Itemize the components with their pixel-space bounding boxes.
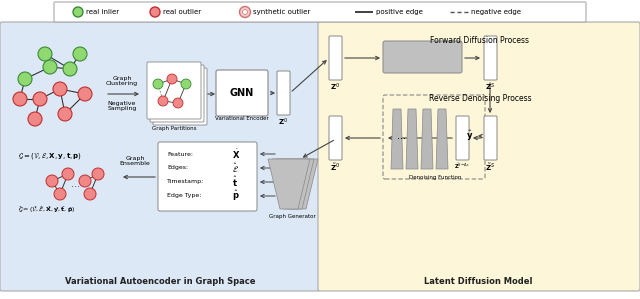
Circle shape bbox=[92, 168, 104, 180]
Circle shape bbox=[13, 92, 27, 106]
Text: $\mathbf{Z}^0$: $\mathbf{Z}^0$ bbox=[278, 117, 288, 128]
FancyBboxPatch shape bbox=[484, 36, 497, 80]
Polygon shape bbox=[436, 109, 448, 169]
FancyBboxPatch shape bbox=[456, 116, 469, 160]
Polygon shape bbox=[276, 159, 318, 209]
Text: Negative
Sampling: Negative Sampling bbox=[108, 100, 137, 112]
Circle shape bbox=[150, 7, 160, 17]
Text: $\hat{\mathcal{G}} = (\hat{\mathcal{V}}, \hat{\mathcal{E}}, \hat{\mathbf{X}}, \h: $\hat{\mathcal{G}} = (\hat{\mathcal{V}},… bbox=[18, 204, 76, 215]
Text: negative edge: negative edge bbox=[471, 9, 521, 15]
Circle shape bbox=[54, 188, 66, 200]
Circle shape bbox=[46, 175, 58, 187]
FancyBboxPatch shape bbox=[318, 22, 640, 291]
Circle shape bbox=[63, 62, 77, 76]
Text: ...: ... bbox=[397, 131, 406, 141]
Circle shape bbox=[58, 107, 72, 121]
Circle shape bbox=[181, 79, 191, 89]
Circle shape bbox=[38, 47, 52, 61]
Circle shape bbox=[153, 79, 163, 89]
FancyBboxPatch shape bbox=[383, 95, 485, 179]
Text: Forward Diffusion Process: Forward Diffusion Process bbox=[431, 36, 529, 45]
Text: $\mathbf{Z}^0$: $\mathbf{Z}^0$ bbox=[330, 82, 340, 93]
Text: Variational Autoencoder in Graph Space: Variational Autoencoder in Graph Space bbox=[65, 277, 255, 286]
Text: $\tilde{\mathbf{Z}}^{S\!-\!\Delta_s}$: $\tilde{\mathbf{Z}}^{S\!-\!\Delta_s}$ bbox=[454, 162, 470, 171]
FancyBboxPatch shape bbox=[383, 41, 462, 73]
Text: Edge Type:: Edge Type: bbox=[167, 193, 202, 199]
Text: real outlier: real outlier bbox=[163, 9, 201, 15]
Text: synthetic outlier: synthetic outlier bbox=[253, 9, 310, 15]
Text: $\hat{\mathbf{t}}$: $\hat{\mathbf{t}}$ bbox=[232, 175, 238, 189]
Text: $\mathbf{Z}^S$: $\mathbf{Z}^S$ bbox=[485, 82, 495, 93]
FancyBboxPatch shape bbox=[277, 71, 290, 115]
FancyBboxPatch shape bbox=[158, 142, 257, 211]
Circle shape bbox=[73, 7, 83, 17]
Circle shape bbox=[239, 7, 250, 18]
Text: Graph
Clustering: Graph Clustering bbox=[106, 76, 138, 86]
Circle shape bbox=[78, 87, 92, 101]
Text: $\tilde{\mathbf{Z}}^S$: $\tilde{\mathbf{Z}}^S$ bbox=[485, 162, 495, 173]
FancyBboxPatch shape bbox=[147, 62, 201, 119]
FancyBboxPatch shape bbox=[150, 65, 204, 122]
Text: Edges:: Edges: bbox=[167, 166, 188, 170]
Circle shape bbox=[173, 98, 183, 108]
Circle shape bbox=[33, 92, 47, 106]
Text: real inlier: real inlier bbox=[86, 9, 119, 15]
FancyBboxPatch shape bbox=[484, 116, 497, 160]
Circle shape bbox=[43, 60, 57, 74]
Circle shape bbox=[62, 168, 74, 180]
Polygon shape bbox=[272, 159, 314, 209]
FancyBboxPatch shape bbox=[0, 22, 320, 291]
Circle shape bbox=[243, 10, 248, 14]
Circle shape bbox=[28, 112, 42, 126]
Circle shape bbox=[18, 72, 32, 86]
Circle shape bbox=[73, 47, 87, 61]
Text: Reverse Denoising Process: Reverse Denoising Process bbox=[429, 94, 531, 103]
Polygon shape bbox=[406, 109, 418, 169]
FancyBboxPatch shape bbox=[153, 68, 207, 125]
Text: Graph
Ensemble: Graph Ensemble bbox=[120, 155, 150, 167]
Text: Variational Encoder: Variational Encoder bbox=[215, 116, 269, 121]
Circle shape bbox=[158, 96, 168, 106]
FancyBboxPatch shape bbox=[54, 2, 586, 22]
Text: $\hat{\mathbf{y}}$: $\hat{\mathbf{y}}$ bbox=[467, 129, 474, 143]
Text: $\dot{\mathbf{X}}$: $\dot{\mathbf{X}}$ bbox=[232, 147, 240, 161]
FancyBboxPatch shape bbox=[329, 36, 342, 80]
Text: Feature:: Feature: bbox=[167, 152, 193, 156]
Text: Timestamp:: Timestamp: bbox=[167, 179, 204, 184]
Text: $\tilde{\mathbf{Z}}^0$: $\tilde{\mathbf{Z}}^0$ bbox=[330, 162, 340, 173]
Text: ...: ... bbox=[72, 179, 81, 189]
FancyBboxPatch shape bbox=[216, 70, 268, 116]
FancyBboxPatch shape bbox=[329, 116, 342, 160]
Text: Latent Diffusion Model: Latent Diffusion Model bbox=[424, 277, 532, 286]
Circle shape bbox=[79, 175, 91, 187]
Text: $\mathcal{G} = (\mathcal{V}, \mathcal{E}, \mathbf{X}, \mathbf{y}, \mathbf{t}, \m: $\mathcal{G} = (\mathcal{V}, \mathcal{E}… bbox=[18, 151, 82, 161]
Circle shape bbox=[53, 82, 67, 96]
Text: $\hat{\mathbf{p}}$: $\hat{\mathbf{p}}$ bbox=[232, 189, 239, 203]
Text: Graph Partitions: Graph Partitions bbox=[152, 126, 196, 131]
Text: Denoising Function: Denoising Function bbox=[409, 175, 461, 180]
Polygon shape bbox=[421, 109, 433, 169]
Circle shape bbox=[84, 188, 96, 200]
Text: $\hat{\mathcal{E}}$: $\hat{\mathcal{E}}$ bbox=[232, 161, 239, 175]
Text: positive edge: positive edge bbox=[376, 9, 423, 15]
Polygon shape bbox=[268, 159, 310, 209]
Polygon shape bbox=[391, 109, 403, 169]
Circle shape bbox=[167, 74, 177, 84]
Text: GNN: GNN bbox=[230, 88, 254, 98]
Text: Graph Generator: Graph Generator bbox=[269, 214, 316, 219]
